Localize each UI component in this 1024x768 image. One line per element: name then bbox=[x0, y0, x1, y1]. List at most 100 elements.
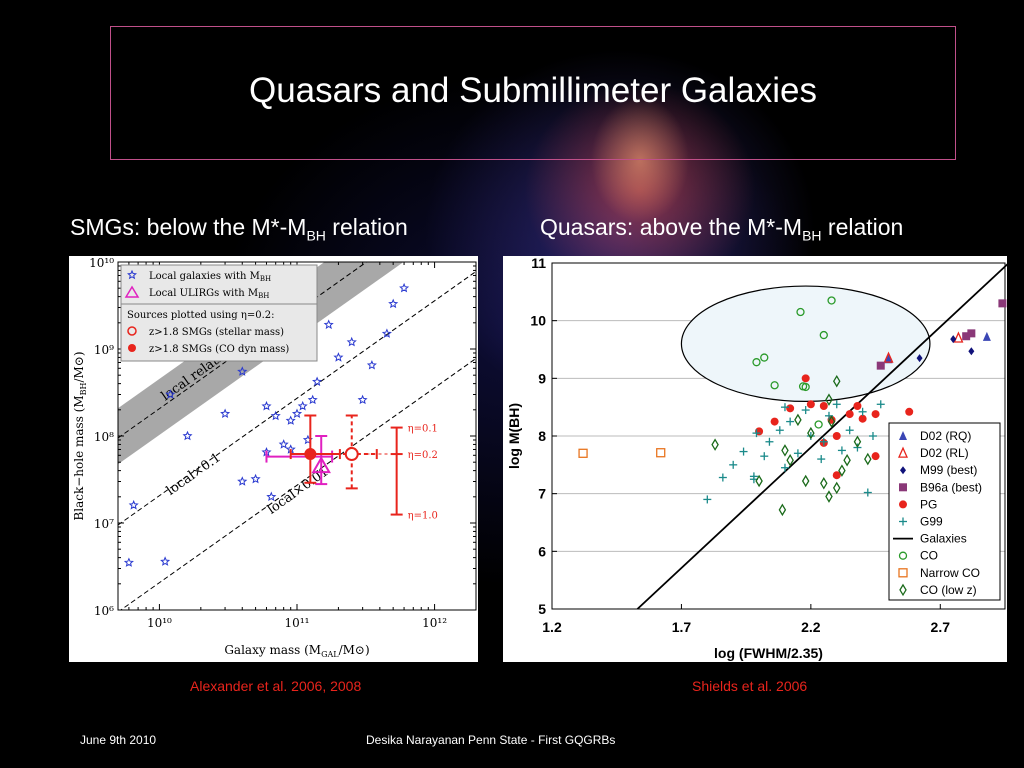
legend-marker-g99 bbox=[899, 517, 907, 526]
legend-label-galaxies: Galaxies bbox=[920, 532, 967, 546]
smg-co-point bbox=[304, 448, 317, 461]
local-galaxy-point bbox=[237, 476, 248, 486]
point-b96a-best bbox=[998, 299, 1007, 308]
y-tick-label: 10 bbox=[530, 313, 546, 329]
eta-label: η=0.1 bbox=[408, 424, 438, 435]
local-galaxy-point bbox=[312, 376, 323, 387]
point-pg bbox=[832, 432, 841, 440]
highlight-ellipse bbox=[680, 285, 931, 402]
local-galaxy-point bbox=[182, 430, 193, 441]
legend-open-circle-icon bbox=[127, 326, 137, 336]
relation-line-1 bbox=[118, 271, 476, 526]
y-tick-label: 7 bbox=[538, 486, 546, 502]
point-b96a-best bbox=[876, 361, 885, 370]
point-pg bbox=[905, 407, 914, 416]
legend-label-co-low-z: CO (low z) bbox=[920, 583, 977, 597]
left-heading: SMGs: below the M*-MBH relation bbox=[70, 214, 408, 244]
point-narrow-co bbox=[578, 448, 588, 458]
legend-entry: z>1.8 SMGs (stellar mass) bbox=[149, 327, 284, 338]
point-pg bbox=[770, 417, 779, 426]
footer-center: Desika Narayanan Penn State - First GQGR… bbox=[366, 733, 616, 747]
x-tick-label: 10¹² bbox=[422, 616, 447, 630]
y-tick-label: 10⁸ bbox=[94, 430, 114, 444]
left-heading-sub: BH bbox=[306, 227, 326, 244]
point-g99 bbox=[801, 406, 810, 415]
local-galaxy-point bbox=[381, 328, 392, 338]
x-tick-label: 10¹⁰ bbox=[147, 616, 172, 630]
y-tick-label: 10¹⁰ bbox=[89, 256, 114, 270]
eta-label: η=1.0 bbox=[408, 511, 438, 522]
local-galaxy-point bbox=[250, 473, 261, 484]
point-co bbox=[801, 382, 810, 392]
point-g99 bbox=[817, 455, 826, 464]
local-galaxy-point bbox=[333, 352, 344, 362]
galaxies-line bbox=[636, 263, 1007, 610]
right-heading-tail: relation bbox=[821, 214, 904, 240]
point-co-low-z bbox=[820, 477, 828, 490]
point-g99 bbox=[845, 426, 854, 435]
y-tick-label: 9 bbox=[538, 370, 546, 386]
point-co-low-z bbox=[711, 438, 719, 451]
point-d02-rl bbox=[953, 331, 964, 343]
point-b96a-best bbox=[962, 332, 971, 341]
y-tick-label: 5 bbox=[538, 601, 546, 617]
point-g99 bbox=[819, 437, 828, 446]
right-heading-text: Quasars: above the M*-M bbox=[540, 214, 803, 240]
x-tick-label: 1.7 bbox=[672, 619, 692, 635]
point-co-low-z bbox=[781, 444, 789, 457]
point-co-low-z bbox=[832, 481, 841, 495]
point-co-low-z bbox=[827, 415, 836, 428]
local-galaxy-point bbox=[399, 282, 410, 293]
point-m99-best bbox=[916, 354, 923, 363]
local-galaxy-point bbox=[291, 408, 303, 419]
local-galaxy-point bbox=[270, 410, 281, 421]
legend-entry-sub: BH bbox=[260, 275, 271, 283]
point-pg bbox=[871, 452, 880, 461]
legend-label-d02-rq: D02 (RQ) bbox=[920, 429, 971, 443]
point-d02-rq bbox=[884, 354, 893, 364]
local-galaxy-point bbox=[297, 400, 308, 411]
point-g99 bbox=[739, 447, 748, 456]
local-galaxy-point bbox=[278, 439, 289, 449]
x-axis-label: log (FWHM/2.35) bbox=[714, 645, 823, 661]
relation-line-2 bbox=[119, 358, 476, 610]
point-g99 bbox=[858, 407, 867, 416]
legend-marker-narrow-co bbox=[898, 568, 908, 578]
right-chart-panel: 5 6 7 8 9 10 11 1.2 1.7 2.2 2.7 log (FWHM/2.35) log … bbox=[503, 256, 1007, 662]
local-galaxy-point bbox=[165, 389, 176, 399]
local-galaxy-point bbox=[261, 400, 272, 411]
ulirg-point bbox=[311, 456, 331, 474]
x-axis-label-tail: /M⊙) bbox=[339, 643, 370, 657]
point-g99 bbox=[752, 429, 761, 438]
point-co-low-z bbox=[825, 490, 833, 503]
local-galaxy-point bbox=[123, 557, 134, 567]
left-heading-text: SMGs: below the M*-M bbox=[70, 214, 307, 240]
local-galaxy-point bbox=[160, 556, 171, 566]
local-galaxy-point bbox=[285, 415, 296, 425]
y-tick-label: 10⁹ bbox=[94, 343, 114, 357]
x-tick-label: 10¹¹ bbox=[285, 616, 310, 630]
local-galaxy-point bbox=[266, 491, 277, 502]
point-co bbox=[819, 330, 828, 340]
legend-star-icon bbox=[127, 269, 137, 280]
point-co-low-z bbox=[864, 452, 872, 466]
eta-label: η=0.2 bbox=[408, 450, 438, 461]
title-box: Quasars and Submillimeter Galaxies bbox=[110, 26, 956, 160]
legend-marker-co-low-z bbox=[899, 583, 907, 597]
x-axis-label: Galaxy mass (MGAL/M⊙) bbox=[224, 643, 369, 659]
point-co-low-z bbox=[778, 503, 787, 517]
legend-entry: Local galaxies with MBH bbox=[149, 271, 271, 283]
point-co-low-z bbox=[755, 474, 763, 488]
local-galaxy-point bbox=[237, 366, 248, 376]
point-g99 bbox=[718, 473, 727, 482]
local-galaxy-point bbox=[128, 499, 139, 510]
point-pg bbox=[858, 414, 867, 423]
slide-title: Quasars and Submillimeter Galaxies bbox=[248, 71, 817, 110]
point-pg bbox=[786, 404, 795, 413]
legend-marker-b96a-best bbox=[899, 483, 907, 492]
y-tick-label: 11 bbox=[531, 256, 546, 271]
point-g99 bbox=[837, 446, 846, 455]
legend-entry: Local ULIRGs with MBH bbox=[149, 288, 269, 300]
quasar-bh-chart: 5 6 7 8 9 10 11 1.2 1.7 2.2 2.7 log (FWHM/2.35) log … bbox=[506, 256, 1007, 661]
